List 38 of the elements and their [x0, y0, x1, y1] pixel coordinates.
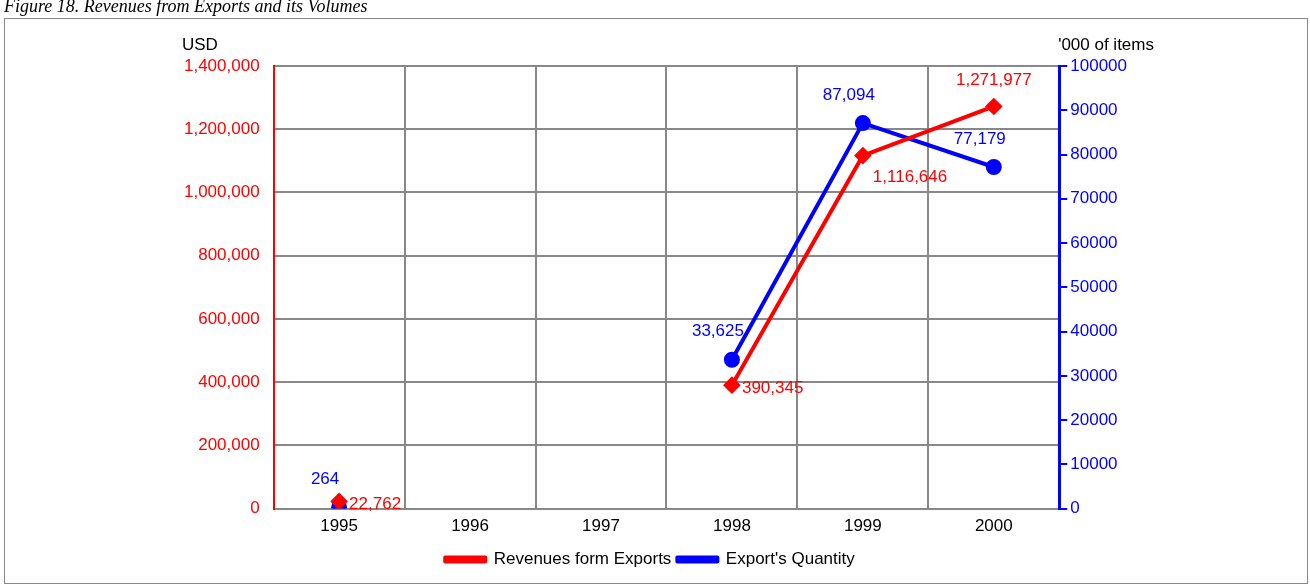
x-tick-label: 1998: [713, 516, 751, 536]
y2-tick-label: 90000: [1070, 99, 1118, 119]
data-label: 87,094: [822, 84, 875, 104]
data-label: 77,179: [953, 128, 1006, 148]
data-label: 264: [310, 469, 340, 489]
data-label: 1,271,977: [955, 70, 1032, 90]
y2-tick-label: 30000: [1070, 365, 1118, 385]
data-label: 22,762: [349, 494, 402, 514]
legend-label: Export's Quantity: [725, 549, 856, 569]
y2-tick-label: 0: [1070, 498, 1080, 518]
y-tick-label: 1,000,000: [183, 182, 260, 202]
y-tick-label: 400,000: [198, 371, 260, 391]
legend-label: Revenues form Exports: [493, 549, 672, 569]
y2-tick-label: 40000: [1070, 321, 1118, 341]
y-tick-label: 200,000: [198, 435, 260, 455]
x-tick-label: 2000: [974, 516, 1013, 536]
x-tick-label: 1996: [451, 516, 489, 536]
data-label: 33,625: [691, 321, 744, 341]
y-tick-label: 0: [250, 498, 260, 518]
y2-tick-label: 60000: [1070, 232, 1118, 252]
y-tick-label: 600,000: [198, 308, 260, 328]
y2-tick-label: 50000: [1070, 276, 1118, 296]
x-tick-label: 1997: [582, 516, 620, 536]
y2-tick-label: 100000: [1070, 55, 1128, 75]
y2-tick-label: 80000: [1070, 144, 1118, 164]
y2-tick-label: 20000: [1070, 409, 1118, 429]
chart-title: Figure 18. Revenues from Exports and its Volumes: [4, 0, 368, 17]
data-label: 390,345: [741, 377, 804, 397]
y-tick-label: 800,000: [198, 245, 260, 265]
y-tick-label: 1,200,000: [183, 118, 260, 138]
y2-tick-label: 10000: [1070, 454, 1118, 474]
x-tick-label: 1999: [843, 516, 882, 536]
data-label: 1,116,646: [872, 167, 948, 187]
y-axis-title: USD: [182, 35, 218, 55]
y-tick-label: 1,400,000: [183, 55, 260, 75]
y2-axis-title: '000 of items: [1058, 35, 1154, 55]
x-tick-label: 1995: [320, 516, 359, 536]
y2-tick-label: 70000: [1070, 188, 1118, 208]
